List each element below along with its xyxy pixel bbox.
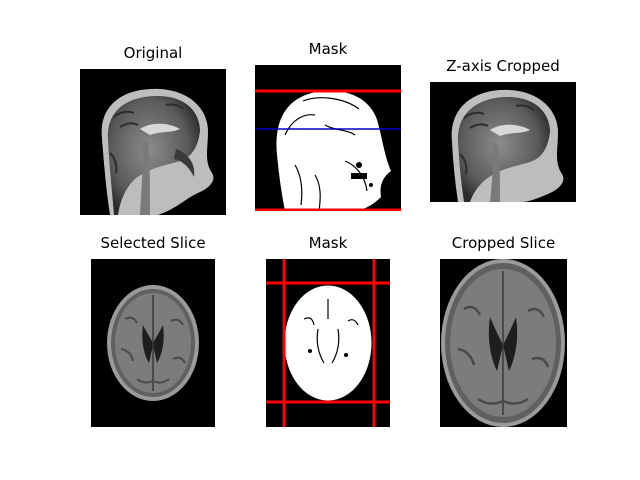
panel-title: Z-axis Cropped — [446, 57, 560, 75]
panel-mask-axial: Mask — [266, 234, 390, 427]
z-cropped-mri-image — [430, 82, 576, 202]
panel-title: Original — [123, 44, 183, 62]
panel-mask-sagittal: Mask — [255, 40, 401, 211]
panel-z-cropped: Z-axis Cropped — [430, 57, 576, 202]
panel-original: Original — [80, 44, 226, 215]
sagittal-mask-image — [255, 65, 401, 211]
panel-title: Mask — [308, 40, 348, 58]
panel-selected-slice: Selected Slice — [91, 234, 215, 427]
cropped-slice-image — [440, 259, 567, 427]
panel-cropped-slice: Cropped Slice — [440, 234, 567, 427]
axial-slice-image — [91, 259, 215, 427]
panel-title: Cropped Slice — [451, 234, 556, 252]
panel-title: Mask — [308, 234, 348, 252]
sagittal-mri-image — [80, 69, 226, 215]
axial-mask-image — [266, 259, 390, 427]
panel-title: Selected Slice — [100, 234, 206, 252]
